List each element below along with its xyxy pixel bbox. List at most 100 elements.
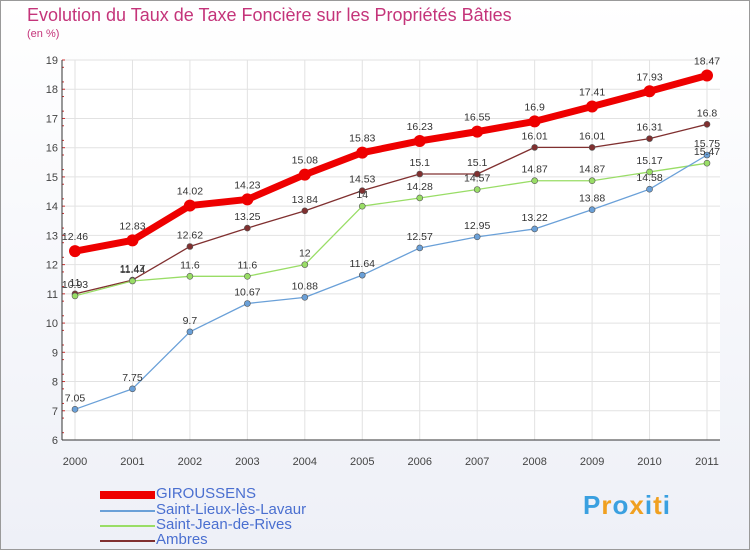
data-point: [471, 125, 484, 138]
data-point: [186, 243, 194, 250]
data-point: [646, 168, 653, 176]
logo-letter: i: [644, 490, 654, 520]
data-point: [586, 100, 599, 113]
data-label: 9.7: [183, 315, 198, 327]
data-point: [646, 185, 653, 193]
data-point: [129, 385, 136, 393]
x-tick-label: 2001: [120, 456, 144, 468]
data-point: [473, 170, 481, 178]
data-label: 11.6: [238, 259, 258, 271]
logo-letter: t: [653, 490, 663, 520]
data-point: [301, 261, 309, 268]
logo-letter: x: [629, 490, 645, 520]
legend-label: GIROUSSENS: [156, 485, 257, 502]
data-point: [703, 121, 711, 128]
x-tick-label: 2005: [350, 456, 374, 468]
legend-swatch: [100, 525, 155, 527]
data-label: 15.83: [349, 133, 375, 145]
data-label: 15.75: [694, 138, 720, 150]
data-label: 13.84: [292, 194, 318, 206]
logo-letter: i: [662, 490, 671, 520]
data-label: 14.87: [521, 164, 547, 176]
data-label: 15.17: [636, 155, 662, 167]
data-point: [531, 225, 538, 233]
data-point: [71, 406, 79, 413]
data-point: [413, 134, 426, 147]
data-label: 14.87: [579, 164, 605, 176]
data-label: 10.67: [234, 286, 260, 298]
series-line-1: [74, 154, 708, 410]
data-point: [244, 224, 251, 232]
series-line-0: [74, 72, 708, 255]
x-tick-label: 2008: [522, 456, 546, 468]
x-tick-label: 2011: [695, 456, 719, 468]
data-point: [531, 177, 538, 185]
data-label: 15.1: [467, 157, 488, 169]
data-label: 11.47: [120, 263, 146, 275]
data-label: 11.6: [180, 259, 200, 271]
data-label: 12.62: [177, 229, 203, 241]
data-point: [643, 85, 656, 98]
data-label: 16.23: [407, 121, 433, 133]
data-label: 14: [356, 189, 368, 201]
data-point: [703, 151, 711, 159]
y-tick-label: 8: [52, 377, 58, 389]
data-point: [473, 186, 481, 193]
plot-area: [62, 60, 720, 440]
y-tick-label: 10: [46, 318, 58, 330]
data-label: 7.05: [65, 392, 86, 404]
x-tick-label: 2002: [178, 456, 202, 468]
y-tick-label: 6: [52, 435, 58, 447]
data-point: [244, 300, 251, 307]
data-label: 16.9: [524, 101, 545, 113]
data-point: [71, 292, 79, 300]
logo-letter: r: [601, 490, 613, 520]
data-point: [358, 202, 366, 210]
y-tick-label: 7: [52, 406, 58, 418]
data-label: 12.95: [464, 220, 490, 232]
data-point: [588, 206, 596, 213]
data-point: [241, 193, 254, 206]
data-point: [473, 233, 481, 241]
data-label: 14.23: [234, 179, 260, 191]
data-label: 17.41: [579, 86, 605, 98]
data-label: 16.01: [521, 130, 547, 142]
data-point: [186, 328, 194, 336]
data-label: 12.83: [119, 220, 145, 232]
data-label: 11.64: [350, 258, 376, 270]
data-label: 12: [299, 248, 311, 260]
x-tick-label: 2010: [637, 456, 661, 468]
legend-label: Saint-Lieux-lès-Lavaur: [156, 501, 307, 518]
legend-label: Ambres: [156, 531, 208, 548]
data-point: [588, 177, 596, 185]
data-label: 15.47: [694, 146, 720, 158]
legend-swatch: [100, 540, 155, 542]
logo-letter: P: [583, 490, 602, 520]
data-point: [358, 271, 366, 279]
data-label: 13.25: [234, 211, 260, 223]
data-point: [701, 69, 713, 82]
data-label: 16.01: [579, 130, 605, 142]
data-label: 7.75: [122, 372, 143, 384]
data-label: 15.1: [410, 157, 431, 169]
data-label: 12.46: [62, 231, 88, 243]
series-line-3: [74, 123, 708, 295]
data-point: [129, 277, 136, 285]
data-point: [126, 234, 139, 247]
data-point: [416, 170, 424, 178]
x-tick-label: 2004: [293, 456, 317, 468]
data-label: 18.47: [694, 55, 720, 67]
x-tick-label: 2000: [63, 456, 87, 468]
chart-subtitle: (en %): [27, 28, 60, 40]
data-label: 14.57: [464, 172, 490, 184]
data-label: 16.31: [636, 122, 662, 134]
y-tick-label: 12: [46, 260, 58, 272]
y-tick-label: 15: [46, 172, 58, 184]
data-point: [356, 146, 369, 159]
x-tick-label: 2006: [407, 456, 431, 468]
data-label: 13.22: [521, 212, 547, 224]
legend-swatch: [100, 491, 155, 499]
data-point: [588, 144, 596, 151]
data-label: 16.8: [697, 107, 718, 119]
